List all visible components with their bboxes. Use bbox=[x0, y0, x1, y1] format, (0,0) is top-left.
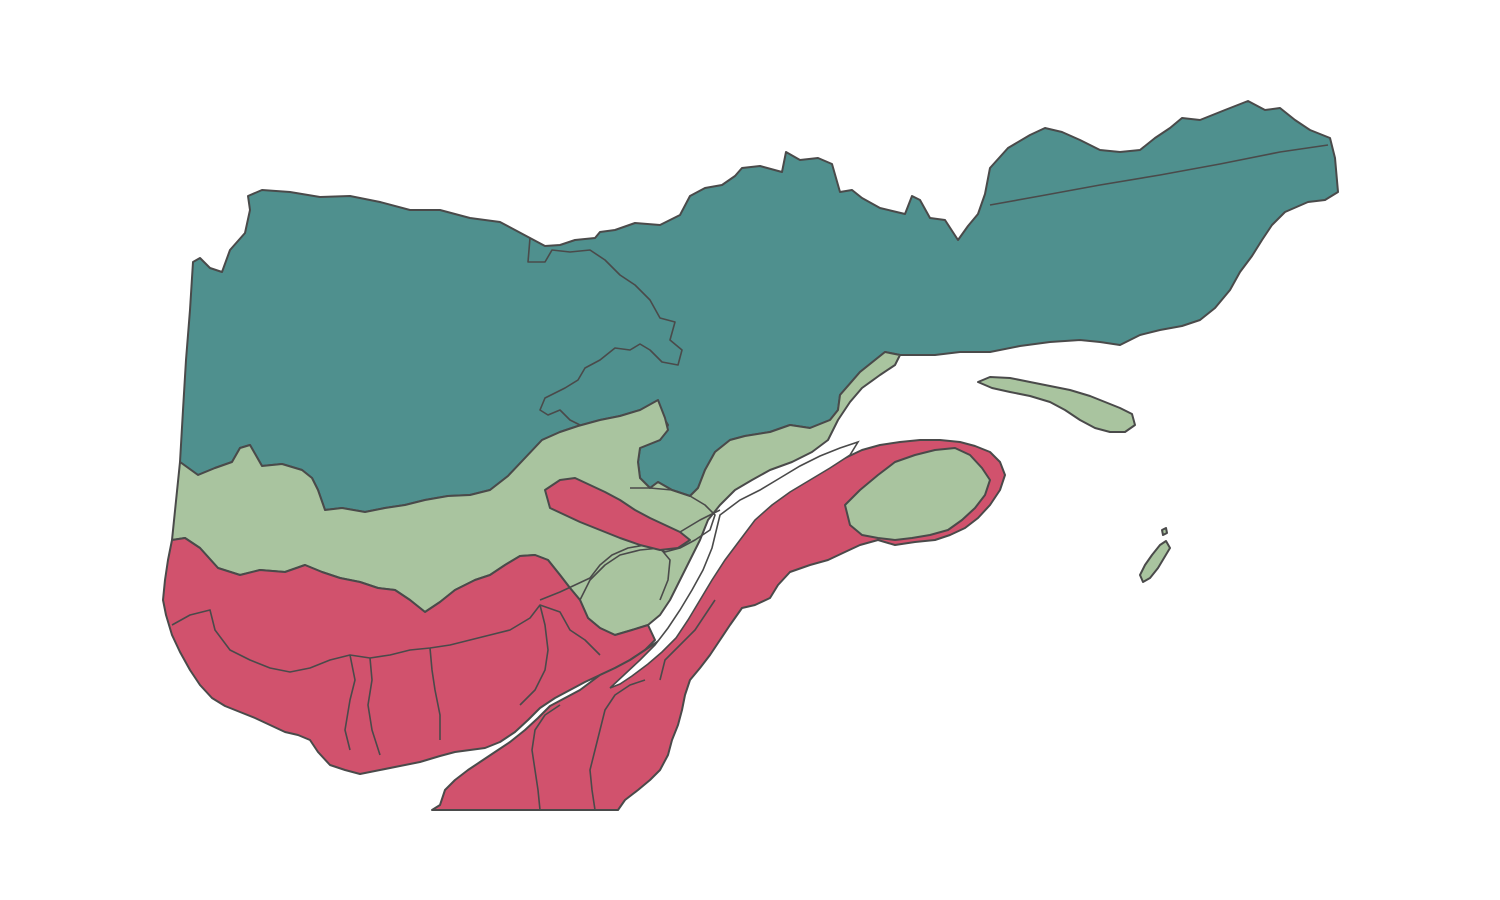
zone-middle-gaspe[interactable] bbox=[844, 447, 991, 541]
internal-boundary-south-3 bbox=[429, 647, 441, 740]
internal-boundary-northeast bbox=[989, 144, 1329, 206]
internal-boundary-south-9 bbox=[539, 509, 721, 601]
island-magdalen-small[interactable] bbox=[1161, 527, 1168, 536]
internal-boundary-south-5 bbox=[519, 604, 549, 706]
internal-boundary-south-8 bbox=[659, 599, 716, 681]
internal-boundary-middle-b bbox=[579, 547, 671, 601]
river-st-lawrence bbox=[609, 440, 860, 689]
island-magdalen[interactable] bbox=[1139, 540, 1171, 583]
internal-boundary-south-2 bbox=[344, 654, 356, 751]
internal-boundary-north-a bbox=[527, 237, 683, 426]
internal-boundary-south-7 bbox=[589, 679, 646, 811]
internal-boundary-south-6 bbox=[531, 704, 561, 811]
zone-south-lac[interactable] bbox=[544, 477, 691, 551]
island-anticosti[interactable] bbox=[977, 376, 1136, 433]
internal-boundary-south-4 bbox=[367, 657, 381, 756]
